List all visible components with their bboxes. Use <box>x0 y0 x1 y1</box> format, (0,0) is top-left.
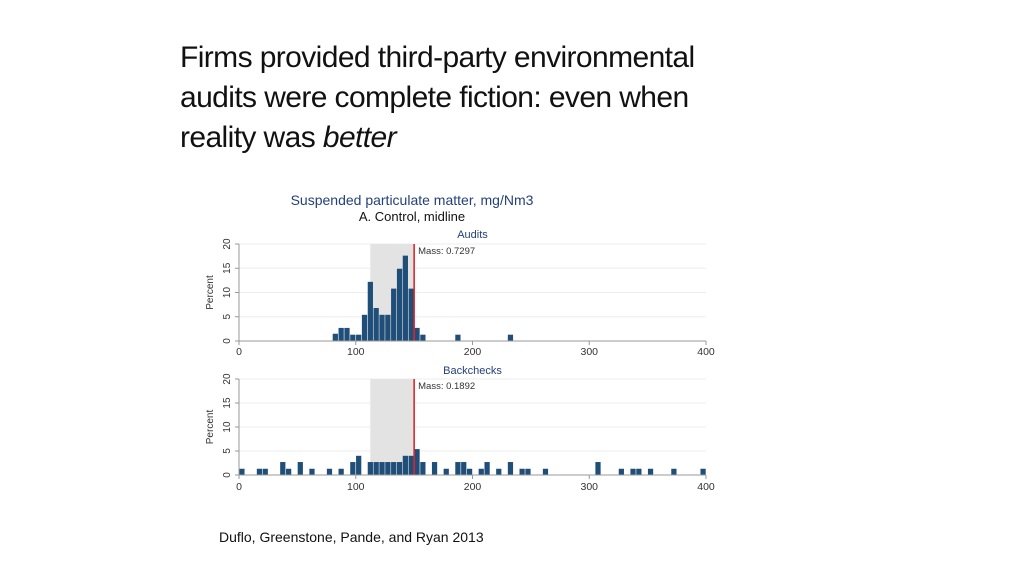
histogram-bar <box>420 462 426 475</box>
histogram-bar <box>309 468 315 475</box>
histogram-bar <box>338 468 344 475</box>
slide-title: Firms provided third-party environmental… <box>180 38 820 158</box>
x-tick-label: 400 <box>697 346 715 358</box>
histogram-bar <box>671 468 677 475</box>
histogram-bar <box>385 314 391 341</box>
title-line-1: Firms provided third-party environmental <box>180 41 695 74</box>
histogram-bar <box>414 449 420 475</box>
histogram-bar <box>647 468 654 475</box>
histogram-bar <box>239 468 245 475</box>
histogram-bar <box>496 468 502 475</box>
histogram-bar <box>256 468 263 475</box>
y-tick-label: 15 <box>222 262 233 274</box>
citation: Duflo, Greenstone, Pande, and Ryan 2013 <box>219 529 484 545</box>
x-tick-label: 200 <box>464 346 482 358</box>
histogram-bar <box>461 462 467 475</box>
histogram-bar <box>402 455 408 475</box>
x-tick-label: 100 <box>347 346 365 358</box>
y-tick-label: 10 <box>222 287 233 299</box>
histogram-bar <box>344 327 350 341</box>
histogram-bar <box>484 462 490 475</box>
histogram-bar <box>700 468 706 475</box>
histogram-bar <box>367 462 373 475</box>
histogram-bar <box>402 255 408 341</box>
chart-title: Suspended particulate matter, mg/Nm3 <box>291 192 534 208</box>
histogram-bar <box>431 462 438 475</box>
histogram-bar <box>361 314 368 341</box>
histogram-bar <box>630 468 636 475</box>
title-emphasis: better <box>322 121 397 154</box>
y-tick-label: 15 <box>222 397 233 409</box>
y-tick-label: 10 <box>222 421 233 433</box>
histogram-bar <box>414 327 420 341</box>
histogram-bar <box>443 468 449 475</box>
histogram-bar <box>332 333 338 341</box>
x-tick-label: 300 <box>580 346 598 358</box>
title-line-3: reality was better <box>180 118 820 158</box>
histogram-bar <box>391 462 397 475</box>
histogram-bar <box>373 462 379 475</box>
histogram-bar <box>350 334 356 341</box>
histogram-bar <box>356 334 362 341</box>
y-tick-label: 0 <box>222 472 233 478</box>
x-tick-label: 400 <box>697 481 715 493</box>
histogram-bar <box>338 327 344 341</box>
y-tick-label: 5 <box>222 448 233 454</box>
x-tick-label: 200 <box>464 481 482 493</box>
histogram-bar <box>455 462 461 475</box>
histogram-bar <box>350 462 356 475</box>
y-axis-label: Percent <box>205 275 216 310</box>
histogram-bar <box>396 462 403 475</box>
histogram-bar <box>466 468 473 475</box>
histogram-bar <box>356 455 362 475</box>
mass-annotation: Mass: 0.1892 <box>418 381 475 392</box>
panel-title: Audits <box>457 229 488 241</box>
y-axis-label: Percent <box>205 410 216 445</box>
histogram-bar <box>373 308 379 341</box>
title-line-3-text: reality was <box>180 121 323 154</box>
histogram-bar <box>542 468 549 475</box>
y-tick-label: 20 <box>222 373 233 385</box>
histogram-bar <box>408 455 414 475</box>
histogram-bar <box>408 288 414 341</box>
histogram-bar <box>379 314 385 341</box>
histogram-bar <box>297 462 303 475</box>
histogram-bar <box>525 468 531 475</box>
histogram-bar <box>262 468 268 475</box>
y-tick-label: 0 <box>222 338 233 344</box>
x-tick-label: 300 <box>580 481 598 493</box>
histogram-bar <box>636 468 642 475</box>
histogram-figure: Suspended particulate matter, mg/Nm3 A. … <box>196 188 736 500</box>
histogram-bar <box>391 288 397 341</box>
histogram-bar <box>618 468 624 475</box>
histogram-bar <box>326 468 333 475</box>
histogram-bar <box>507 334 514 341</box>
histogram-bar <box>507 462 514 475</box>
mass-annotation: Mass: 0.7297 <box>418 246 475 257</box>
y-tick-label: 5 <box>222 314 233 320</box>
histogram-bar <box>280 462 286 475</box>
histogram-bar <box>385 462 391 475</box>
x-tick-label: 0 <box>236 481 242 493</box>
histogram-bar <box>478 468 484 475</box>
histogram-chart: Suspended particulate matter, mg/Nm3 A. … <box>205 192 715 493</box>
title-line-2: audits were complete fiction: even when <box>180 81 689 114</box>
panel-title: Backchecks <box>443 365 502 377</box>
chart-subtitle: A. Control, midline <box>359 209 465 224</box>
histogram-bar <box>420 334 426 341</box>
y-tick-label: 20 <box>222 238 233 250</box>
histogram-bar <box>519 468 525 475</box>
histogram-bar <box>396 268 403 341</box>
histogram-bar <box>595 462 601 475</box>
histogram-bar <box>367 281 373 341</box>
histogram-bar <box>455 334 461 341</box>
x-tick-label: 100 <box>347 481 365 493</box>
histogram-bar <box>379 462 385 475</box>
x-tick-label: 0 <box>236 346 242 358</box>
histogram-bar <box>286 468 292 475</box>
